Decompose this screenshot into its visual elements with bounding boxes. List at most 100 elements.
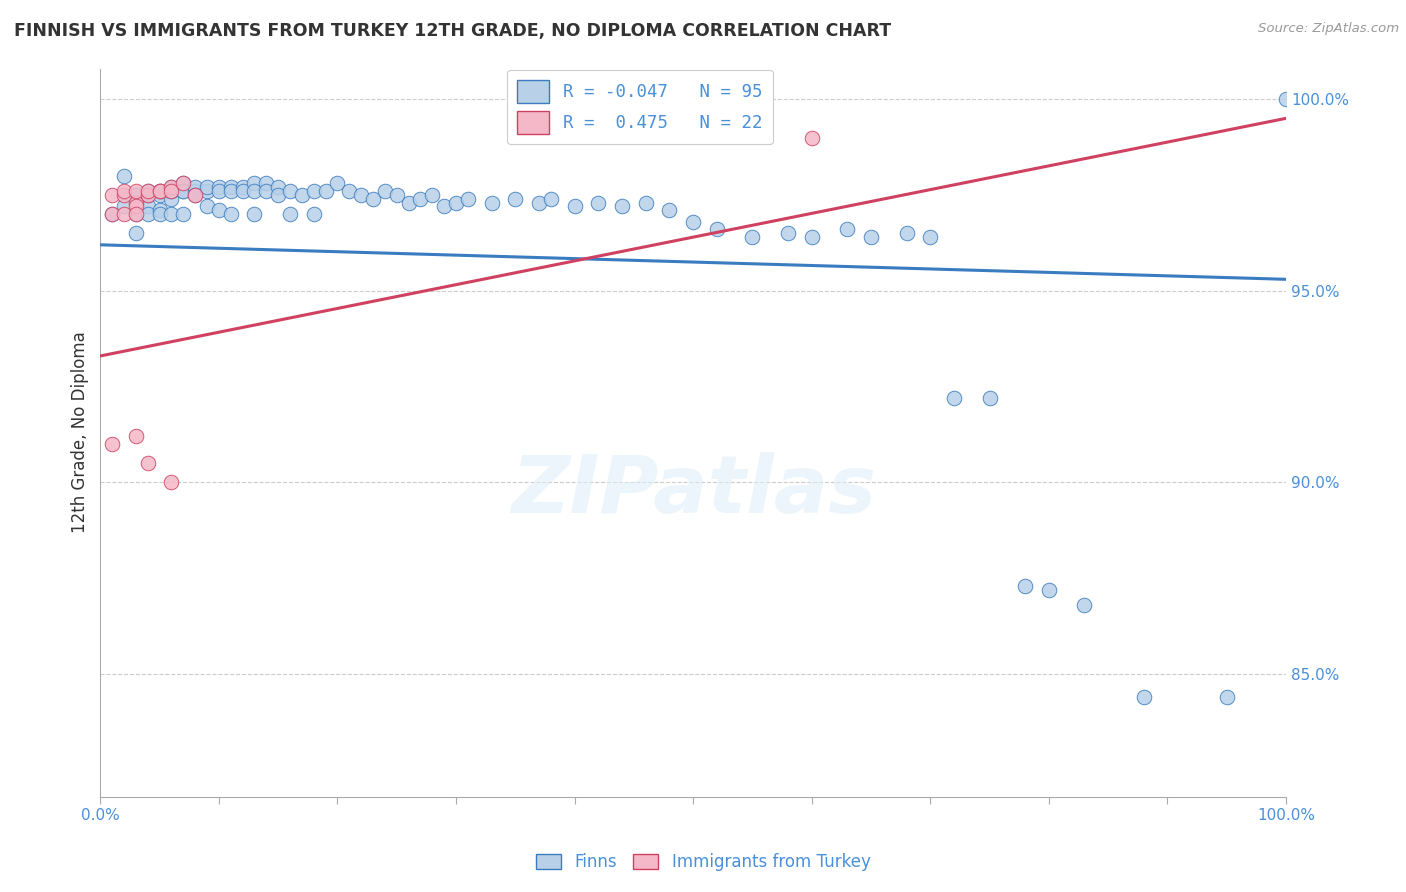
Point	[112, 188, 135, 202]
Point	[136, 207, 159, 221]
Point	[160, 192, 183, 206]
Point	[172, 184, 194, 198]
Point	[172, 207, 194, 221]
Point	[125, 429, 148, 443]
Point	[920, 230, 942, 244]
Point	[278, 207, 301, 221]
Point	[208, 203, 231, 218]
Point	[160, 180, 183, 194]
Point	[136, 199, 159, 213]
Point	[172, 184, 194, 198]
Point	[160, 184, 183, 198]
Point	[481, 195, 503, 210]
Point	[184, 180, 207, 194]
Point	[361, 192, 384, 206]
Point	[184, 184, 207, 198]
Point	[243, 184, 266, 198]
Point	[101, 188, 124, 202]
Point	[149, 188, 172, 202]
Point	[101, 437, 124, 451]
Point	[243, 177, 266, 191]
Point	[979, 391, 1001, 405]
Point	[540, 192, 562, 206]
Point	[195, 184, 218, 198]
Point	[350, 188, 373, 202]
Point	[505, 192, 527, 206]
Point	[172, 177, 194, 191]
Point	[149, 184, 172, 198]
Point	[195, 180, 218, 194]
Point	[859, 230, 882, 244]
Y-axis label: 12th Grade, No Diploma: 12th Grade, No Diploma	[72, 332, 89, 533]
Point	[1132, 690, 1154, 704]
Point	[149, 184, 172, 198]
Point	[1215, 690, 1237, 704]
Point	[254, 177, 277, 191]
Point	[564, 199, 586, 213]
Point	[800, 230, 823, 244]
Point	[160, 475, 183, 490]
Point	[112, 169, 135, 183]
Point	[219, 180, 242, 194]
Legend: Finns, Immigrants from Turkey: Finns, Immigrants from Turkey	[527, 845, 879, 880]
Point	[527, 195, 550, 210]
Point	[267, 180, 290, 194]
Point	[1014, 579, 1036, 593]
Point	[896, 227, 918, 241]
Point	[149, 184, 172, 198]
Point	[682, 215, 704, 229]
Point	[634, 195, 657, 210]
Point	[125, 195, 148, 210]
Point	[610, 199, 633, 213]
Text: ZIPatlas: ZIPatlas	[510, 452, 876, 530]
Point	[243, 207, 266, 221]
Point	[337, 184, 360, 198]
Point	[741, 230, 763, 244]
Point	[219, 184, 242, 198]
Point	[457, 192, 479, 206]
Point	[125, 207, 148, 221]
Legend: R = -0.047   N = 95, R =  0.475   N = 22: R = -0.047 N = 95, R = 0.475 N = 22	[508, 70, 772, 144]
Point	[1073, 598, 1095, 612]
Point	[278, 184, 301, 198]
Point	[232, 180, 254, 194]
Point	[1038, 582, 1060, 597]
Point	[149, 203, 172, 218]
Point	[101, 207, 124, 221]
Point	[837, 222, 859, 236]
Point	[254, 184, 277, 198]
Point	[302, 207, 325, 221]
Point	[112, 184, 135, 198]
Point	[433, 199, 456, 213]
Point	[149, 207, 172, 221]
Point	[658, 203, 681, 218]
Point	[706, 222, 728, 236]
Point	[125, 188, 148, 202]
Point	[444, 195, 467, 210]
Point	[232, 184, 254, 198]
Point	[195, 199, 218, 213]
Point	[125, 227, 148, 241]
Point	[208, 180, 231, 194]
Point	[112, 199, 135, 213]
Point	[326, 177, 349, 191]
Point	[160, 207, 183, 221]
Point	[184, 188, 207, 202]
Point	[125, 199, 148, 213]
Point	[136, 188, 159, 202]
Point	[943, 391, 966, 405]
Point	[409, 192, 432, 206]
Point	[776, 227, 799, 241]
Point	[136, 456, 159, 470]
Point	[160, 180, 183, 194]
Point	[160, 184, 183, 198]
Point	[398, 195, 420, 210]
Point	[125, 184, 148, 198]
Point	[302, 184, 325, 198]
Point	[800, 130, 823, 145]
Point	[101, 207, 124, 221]
Point	[136, 184, 159, 198]
Point	[219, 207, 242, 221]
Point	[420, 188, 443, 202]
Text: FINNISH VS IMMIGRANTS FROM TURKEY 12TH GRADE, NO DIPLOMA CORRELATION CHART: FINNISH VS IMMIGRANTS FROM TURKEY 12TH G…	[14, 22, 891, 40]
